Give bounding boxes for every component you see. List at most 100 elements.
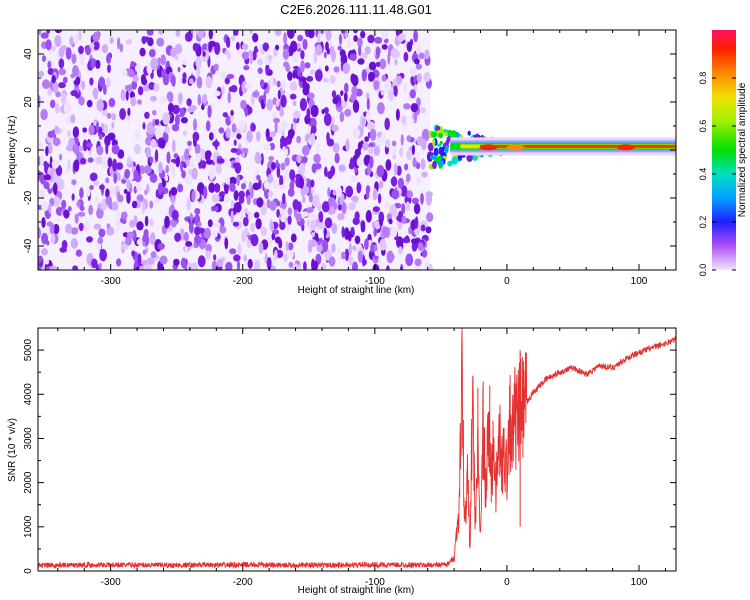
noise-blob xyxy=(232,221,239,227)
noise-blob xyxy=(378,180,384,189)
noise-blob xyxy=(244,82,252,89)
noise-blob xyxy=(303,261,307,270)
noise-blob xyxy=(137,99,142,105)
noise-blob xyxy=(321,262,327,270)
noise-blob xyxy=(197,30,204,39)
noise-blob xyxy=(365,210,372,223)
noise-blob xyxy=(276,80,281,88)
noise-blob xyxy=(403,51,409,62)
noise-blob xyxy=(116,172,121,181)
noise-blob xyxy=(54,125,59,134)
noise-blob xyxy=(78,30,82,41)
noise-blob xyxy=(292,100,297,107)
noise-blob xyxy=(184,148,190,160)
noise-blob xyxy=(321,239,329,253)
noise-blob xyxy=(420,192,424,205)
noise-blob xyxy=(400,134,404,146)
noise-blob xyxy=(152,109,157,116)
noise-blob xyxy=(54,34,62,48)
noise-blob xyxy=(366,97,370,111)
noise-blob xyxy=(314,44,323,56)
noise-blob xyxy=(96,121,99,133)
noise-blob xyxy=(278,184,287,191)
noise-blob xyxy=(324,65,329,72)
noise-blob xyxy=(297,67,302,77)
noise-blob xyxy=(306,206,314,213)
noise-blob xyxy=(341,226,345,238)
noise-blob xyxy=(150,251,157,259)
noise-blob xyxy=(87,157,94,163)
colorbar: 0.0 0.2 0.4 0.6 0.8 Normalized spectral ampl… xyxy=(698,30,748,276)
noise-blob xyxy=(133,170,139,180)
noise-blob xyxy=(93,180,100,187)
noise-blob xyxy=(337,246,341,256)
x-tick-label: 0 xyxy=(504,577,510,588)
noise-blob xyxy=(233,139,237,146)
noise-blob xyxy=(247,50,253,56)
noise-blob xyxy=(304,62,311,69)
noise-blob xyxy=(132,74,139,83)
x-tick-label: -300 xyxy=(101,577,121,588)
noise-blob xyxy=(141,78,148,86)
noise-blob xyxy=(214,206,219,212)
snr-series-line xyxy=(38,328,676,570)
noise-blob xyxy=(282,49,290,59)
transition-blob xyxy=(436,130,443,134)
noise-blob xyxy=(43,181,50,190)
noise-blob xyxy=(105,196,113,206)
noise-blob xyxy=(241,229,247,243)
noise-blob xyxy=(327,197,336,205)
noise-blob xyxy=(410,219,417,231)
noise-blob xyxy=(272,229,280,235)
transition-blob xyxy=(443,129,448,133)
noise-blob xyxy=(59,153,63,161)
noise-blob xyxy=(393,163,398,176)
noise-blob xyxy=(262,42,269,51)
noise-blob xyxy=(395,50,400,59)
y-tick-label: 0 xyxy=(23,147,34,153)
noise-blob xyxy=(219,226,227,234)
transition-blob xyxy=(436,156,441,162)
noise-blob xyxy=(265,128,270,140)
noise-blob xyxy=(134,144,141,155)
noise-blob xyxy=(420,107,426,114)
noise-blob xyxy=(374,36,383,44)
noise-blob xyxy=(53,223,60,235)
noise-blob xyxy=(287,188,295,197)
noise-blob xyxy=(316,143,320,156)
noise-blob xyxy=(416,136,424,146)
noise-blob xyxy=(130,60,135,68)
noise-blob xyxy=(287,207,293,216)
noise-blob xyxy=(134,129,141,141)
noise-blob xyxy=(119,43,124,53)
noise-blob xyxy=(124,236,132,246)
noise-blob xyxy=(93,40,100,51)
noise-blob xyxy=(175,30,181,37)
noise-blob xyxy=(331,49,336,63)
noise-blob xyxy=(417,242,424,252)
noise-blob xyxy=(356,182,362,194)
noise-blob xyxy=(332,142,340,154)
noise-blob xyxy=(345,185,354,198)
noise-blob xyxy=(256,131,261,142)
noise-blob xyxy=(51,75,56,84)
noise-blob xyxy=(65,47,72,60)
noise-blob xyxy=(252,182,260,191)
noise-blob xyxy=(107,53,111,61)
transition-blob xyxy=(439,140,443,145)
noise-blob xyxy=(354,235,361,245)
noise-blob xyxy=(326,170,333,180)
noise-blob xyxy=(98,133,103,140)
noise-blob xyxy=(421,171,428,178)
noise-blob xyxy=(416,73,422,83)
noise-blob xyxy=(41,201,49,212)
noise-blob xyxy=(257,44,262,50)
noise-blob xyxy=(351,86,358,95)
noise-blob xyxy=(344,248,349,261)
noise-blob xyxy=(266,98,273,111)
noise-blob xyxy=(256,197,264,208)
noise-blob xyxy=(146,121,155,135)
noise-blob xyxy=(375,61,381,68)
noise-blob xyxy=(152,118,156,127)
noise-blob xyxy=(218,127,225,134)
